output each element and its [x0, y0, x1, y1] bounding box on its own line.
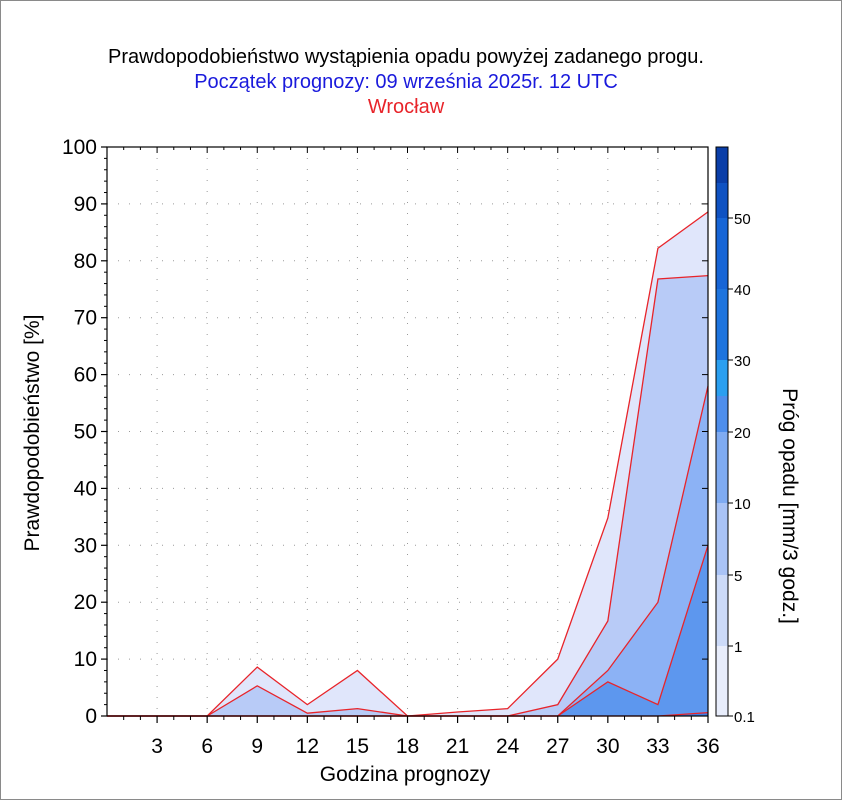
y-tick-label: 20 [74, 591, 97, 614]
y-axis-label: Prawdopodobieństwo [%] [21, 315, 44, 552]
x-tick-label: 9 [251, 735, 263, 758]
y-tick-label: 10 [74, 648, 97, 671]
colorbar-band [716, 575, 728, 646]
colorbar-band [716, 396, 728, 432]
y-tick-label: 90 [74, 193, 97, 216]
x-tick-label: 33 [646, 735, 669, 758]
colorbar-label: Próg opadu [mm/3 godz.] [778, 388, 801, 624]
colorbar-tick-label: 0.1 [734, 709, 755, 726]
colorbar-tick-label: 50 [734, 211, 751, 228]
colorbar-tick-label: 40 [734, 282, 751, 299]
x-tick-label: 18 [396, 735, 419, 758]
chart-title: Prawdopodobieństwo wystąpienia opadu pow… [108, 46, 704, 68]
colorbar-band [716, 503, 728, 575]
colorbar: 0.1 1 5 10 20 30 40 50 [715, 146, 755, 726]
x-tick-label: 36 [696, 735, 719, 758]
y-tick-label: 0 [85, 705, 97, 728]
colorbar-tick-label: 10 [734, 496, 751, 513]
colorbar-tick-label: 30 [734, 353, 751, 370]
x-tick-label: 30 [596, 735, 619, 758]
x-tick-label: 3 [151, 735, 163, 758]
colorbar-band [716, 325, 728, 360]
y-tick-label: 80 [74, 250, 97, 273]
colorbar-band [716, 646, 728, 716]
x-tick-label: 6 [201, 735, 213, 758]
colorbar-tick-label: 1 [734, 639, 742, 656]
y-tick-label: 40 [74, 477, 97, 500]
colorbar-band [716, 183, 728, 218]
area-threshold-5 [107, 385, 708, 716]
colorbar-tick-label: 20 [734, 425, 751, 442]
y-tick-label: 60 [74, 364, 97, 387]
chart-subtitle: Początek prognozy: 09 września 2025r. 12… [194, 71, 618, 93]
y-tick-label: 70 [74, 307, 97, 330]
colorbar-tick-label: 5 [734, 568, 742, 585]
y-tick-label: 50 [74, 421, 97, 444]
colorbar-band [716, 289, 728, 325]
colorbar-band [716, 218, 728, 289]
y-tick-label: 30 [74, 534, 97, 557]
x-tick-label: 21 [446, 735, 469, 758]
location-label: Wrocław [368, 96, 445, 118]
colorbar-band [716, 147, 728, 183]
colorbar-band [716, 360, 728, 396]
x-tick-label: 12 [296, 735, 319, 758]
colorbar-band [716, 432, 728, 503]
x-tick-label: 15 [346, 735, 369, 758]
x-tick-label: 27 [546, 735, 569, 758]
y-tick-label: 100 [62, 136, 97, 159]
x-axis-label: Godzina prognozy [320, 763, 491, 786]
x-tick-label: 24 [496, 735, 520, 758]
